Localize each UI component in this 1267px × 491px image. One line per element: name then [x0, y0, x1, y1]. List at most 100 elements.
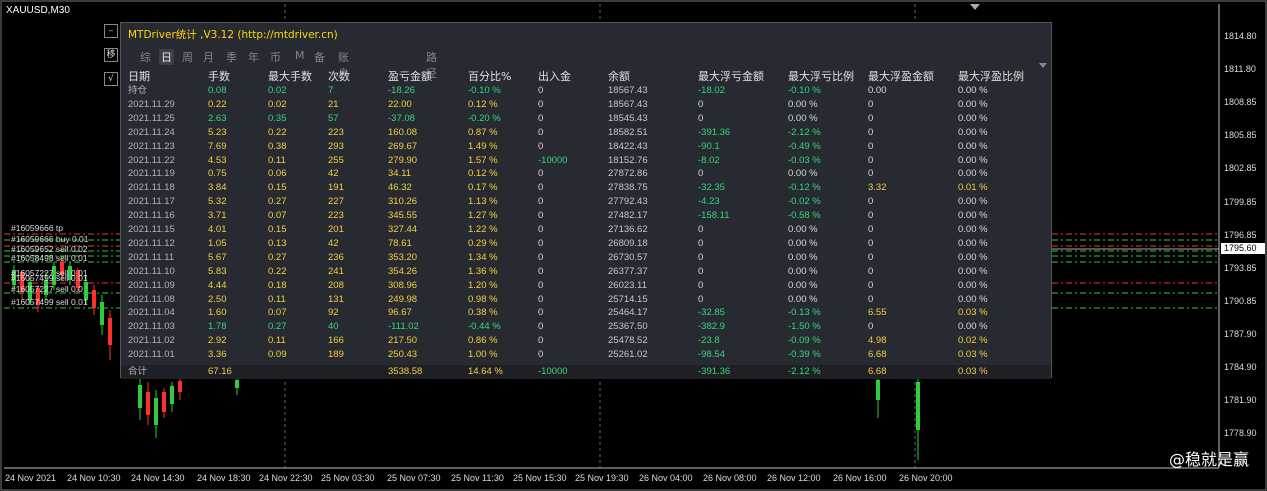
watermark: @稳就是赢 — [1168, 450, 1249, 469]
order-label: #16059666 tp — [11, 223, 63, 233]
cell-8: 0 — [698, 112, 704, 124]
cell-2: 0.38 — [268, 140, 287, 152]
cell-6: 0 — [538, 140, 544, 152]
cell-7: 18567.43 — [608, 85, 648, 96]
cell-1: 0.08 — [208, 85, 227, 96]
cell-11: 0.00 % — [958, 154, 988, 166]
cell-0: 2021.11.12 — [128, 237, 175, 249]
cell-5: -0.20 % — [468, 112, 501, 124]
cell-9: 0.00 % — [788, 98, 818, 110]
cell-5: 0.98 % — [468, 293, 498, 305]
chart-symbol: XAUUSD,M30 — [6, 5, 70, 16]
cell-10: 6.68 — [868, 366, 887, 377]
minimize-button[interactable]: – — [104, 24, 118, 38]
tab-daily[interactable]: 日 — [159, 49, 174, 65]
cell-3: 191 — [328, 182, 344, 194]
cell-0: 2021.11.23 — [128, 140, 175, 152]
cell-6: 0 — [538, 210, 544, 222]
table-row: 2021.11.04 1.60 0.07 92 96.67 0.38 % 0 25464.17… — [121, 306, 1051, 320]
table-header: 日期 手数 最大手数 次数 盈亏金额 百分比% 出入金 余额 最大浮亏金额 最大浮亏比例 最大浮盈金… — [121, 70, 1051, 84]
table-row: 2021.11.18 3.84 0.15 191 46.32 0.17 % 0 27838.7… — [121, 181, 1051, 195]
cell-0: 2021.11.08 — [128, 293, 175, 305]
cell-11: 0.00 % — [958, 279, 988, 291]
cell-5: 0.12 % — [468, 98, 498, 110]
table-row: 2021.11.29 0.22 0.02 21 22.00 0.12 % 0 18567.43… — [121, 98, 1051, 112]
cell-3: 57 — [328, 112, 339, 124]
cell-11: 0.02 % — [958, 335, 988, 347]
cell-8: 0 — [698, 237, 704, 249]
cell-10: 0 — [868, 210, 874, 222]
cell-8: -382.9 — [698, 321, 725, 333]
cell-4: 22.00 — [388, 98, 412, 110]
price-tick: 1796.85 — [1224, 229, 1257, 240]
candle-body — [154, 398, 158, 425]
shift-marker-icon[interactable] — [970, 4, 980, 10]
tab-currency[interactable]: 币 — [270, 51, 281, 64]
cell-3: 131 — [328, 293, 344, 305]
tab-yearly[interactable]: 年 — [248, 51, 259, 64]
cell-4: 354.26 — [388, 265, 418, 277]
cell-8: -32.85 — [698, 307, 725, 319]
cell-5: -0.10 % — [468, 85, 501, 96]
tab-monthly[interactable]: 月 — [203, 51, 214, 64]
cell-9: -0.09 % — [788, 335, 821, 347]
panel-title: MTDriver统计 ,V3.12 (http://mtdriver.cn) — [128, 29, 338, 41]
cell-10: 0 — [868, 154, 874, 166]
tab-account[interactable]: 账户 — [338, 51, 349, 80]
cell-3: 241 — [328, 265, 344, 277]
cell-7: 27872.86 — [608, 168, 648, 180]
order-label: #16057499 sell 0.01 — [11, 297, 88, 307]
cell-4: 34.11 — [388, 168, 412, 180]
cell-4: -18.26 — [388, 85, 415, 96]
cell-1: 5.23 — [208, 126, 227, 138]
cell-4: 353.20 — [388, 251, 418, 263]
cell-3: 7 — [328, 85, 334, 96]
tab-note[interactable]: 备 — [314, 51, 325, 64]
cell-9: -2.12 % — [788, 126, 821, 138]
cell-3: 92 — [328, 307, 339, 319]
cell-11: 0.00 % — [958, 265, 988, 277]
cell-10: 0 — [868, 279, 874, 291]
cell-9: 0.00 % — [788, 168, 818, 180]
tab-summary[interactable]: 综 — [140, 51, 151, 64]
cell-3: 201 — [328, 224, 344, 235]
cell-7: 25464.17 — [608, 307, 648, 319]
cell-2: 0.02 — [268, 85, 287, 96]
table-row: 2021.11.19 0.75 0.06 42 34.11 0.12 % 0 27872.86… — [121, 167, 1051, 181]
cell-0: 2021.11.19 — [128, 168, 175, 180]
table-row: 2021.11.03 1.78 0.27 40 -111.02 -0.44 % 0 25367… — [121, 320, 1051, 334]
stats-panel: MTDriver统计 ,V3.12 (http://mtdriver.cn) 综… — [120, 22, 1052, 379]
candle-body — [162, 392, 166, 412]
time-tick: 25 Nov 19:30 — [575, 473, 629, 483]
cell-7: 26809.18 — [608, 237, 648, 249]
price-tick: 1802.85 — [1224, 163, 1257, 174]
cell-1: 0.22 — [208, 98, 227, 110]
table-row: 2021.11.25 2.63 0.35 57 -37.08 -0.20 % 0 18545.… — [121, 112, 1051, 126]
table-row: 2021.11.08 2.50 0.11 131 249.98 0.98 % 0 25714.… — [121, 293, 1051, 307]
move-button[interactable]: 移 — [104, 48, 118, 62]
tab-path[interactable]: 路径 — [426, 51, 437, 80]
table-row: 2021.11.15 4.01 0.15 201 327.44 1.22 % 0 27136.… — [121, 223, 1051, 237]
scroll-indicator-icon[interactable] — [1039, 63, 1047, 68]
time-tick: 26 Nov 04:00 — [639, 473, 693, 483]
tab-magic[interactable]: M — [295, 49, 305, 62]
cell-4: 160.08 — [388, 126, 418, 138]
cell-10: 3.32 — [868, 182, 887, 194]
candle-body — [235, 380, 239, 388]
cell-5: 百分比% — [468, 70, 512, 83]
cell-7: 18422.43 — [608, 140, 648, 152]
cell-6: 0 — [538, 335, 544, 347]
cell-7: 25367.50 — [608, 321, 648, 333]
tab-weekly[interactable]: 周 — [182, 51, 193, 64]
chart-grid — [284, 4, 916, 468]
cell-0: 2021.11.15 — [128, 224, 175, 235]
cell-8: -23.8 — [698, 335, 720, 347]
tab-quarterly[interactable]: 季 — [226, 51, 237, 64]
cell-0: 2021.11.02 — [128, 335, 175, 347]
cell-7: 26730.57 — [608, 251, 648, 263]
cell-11: 0.03 % — [958, 307, 988, 319]
check-button[interactable]: √ — [104, 72, 118, 86]
cell-7: 25714.15 — [608, 293, 648, 305]
cell-7: 27482.17 — [608, 210, 648, 222]
